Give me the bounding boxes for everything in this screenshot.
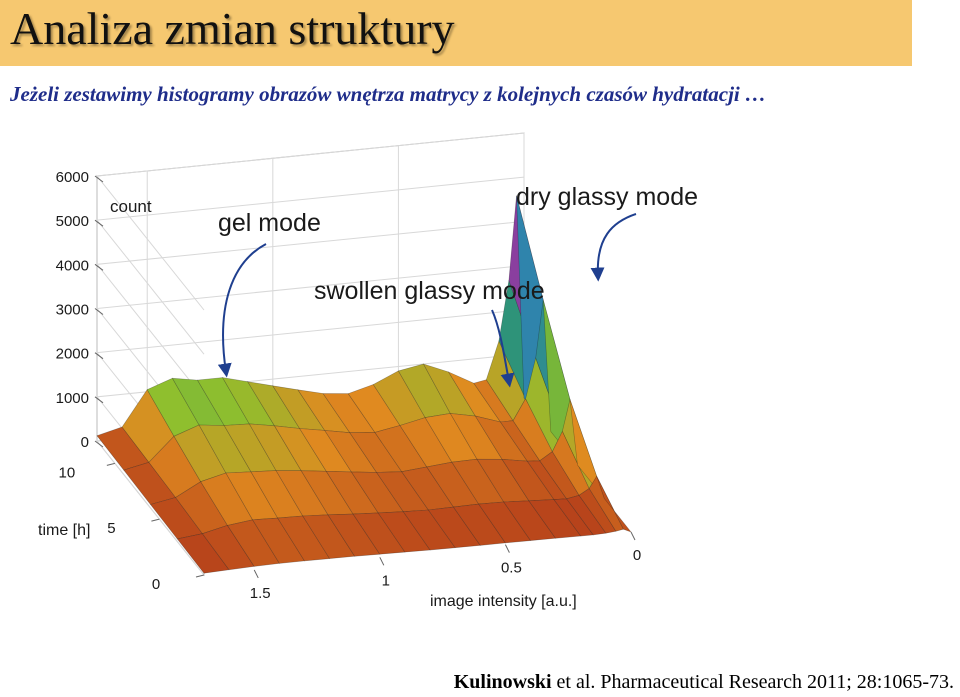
surface-chart: 0 1000 2000 3000 4000 5000 6000 1.5 1 0.5 0 0 5 10 … <box>4 114 706 630</box>
annotation-gel-mode: gel mode <box>218 209 321 237</box>
z-tick-label: 2000 <box>56 346 89 363</box>
z-tick-mark <box>94 396 104 404</box>
citation: Kulinowski et al. Pharmaceutical Researc… <box>454 671 954 694</box>
z-tick-label: 0 <box>81 434 89 451</box>
y-ticks: 0 5 10 <box>58 462 205 593</box>
y-tick-label: 0 <box>152 576 160 593</box>
z-tick-label: 4000 <box>56 257 89 274</box>
y-tick-mark <box>195 574 205 578</box>
z-tick-mark <box>94 440 104 448</box>
x-tick-label: 0 <box>633 547 641 564</box>
y-tick-mark <box>106 462 115 466</box>
annotation-swollen-glassy-mode: swollen glassy mode <box>314 277 545 305</box>
x-tick-mark <box>253 569 259 579</box>
y-axis-label: time [h] <box>38 522 90 539</box>
z-tick-label: 1000 <box>56 390 89 407</box>
annotation-dry-glassy-mode: dry glassy mode <box>516 183 698 211</box>
y-tick-label: 5 <box>107 520 115 537</box>
title-bar: Analiza zmian struktury <box>0 0 912 66</box>
page-title: Analiza zmian struktury <box>10 3 455 54</box>
z-gridline <box>96 220 525 399</box>
arrow-dry-glassy-mode <box>590 213 637 282</box>
x-tick-mark <box>630 531 636 541</box>
arrow-swollen-glassy-mode <box>491 309 515 388</box>
x-tick-label: 1 <box>382 572 390 589</box>
z-tick-mark <box>94 175 104 183</box>
citation-author: Kulinowski <box>453 671 552 693</box>
z-tick-label: 6000 <box>56 169 89 186</box>
citation-rest: et al. Pharmaceutical Research 2011; 28:… <box>551 671 954 693</box>
x-tick-mark <box>379 557 385 566</box>
arrow-gel-mode <box>217 243 267 378</box>
z-axis-label: count <box>110 197 152 216</box>
z-ticks: 0 1000 2000 3000 4000 5000 6000 <box>56 169 104 451</box>
z-tick-mark <box>94 308 104 315</box>
page-subtitle: Jeżeli zestawimy histogramy obrazów wnęt… <box>10 82 766 106</box>
z-tick-mark <box>94 352 104 360</box>
surface-layer <box>96 195 632 574</box>
z-gridline <box>96 176 525 355</box>
x-tick-label: 0.5 <box>501 560 522 577</box>
z-tick-label: 5000 <box>56 213 89 230</box>
x-axis-label: image intensity [a.u.] <box>430 593 577 610</box>
z-tick-mark <box>94 263 104 271</box>
x-tick-label: 1.5 <box>250 585 271 602</box>
z-tick-label: 3000 <box>56 302 89 319</box>
z-tick-mark <box>94 219 104 227</box>
y-tick-mark <box>151 518 160 522</box>
z-gridline <box>96 132 525 311</box>
x-ticks: 1.5 1 0.5 0 <box>250 531 641 602</box>
y-tick-label: 10 <box>58 464 75 481</box>
x-tick-mark <box>504 544 510 553</box>
